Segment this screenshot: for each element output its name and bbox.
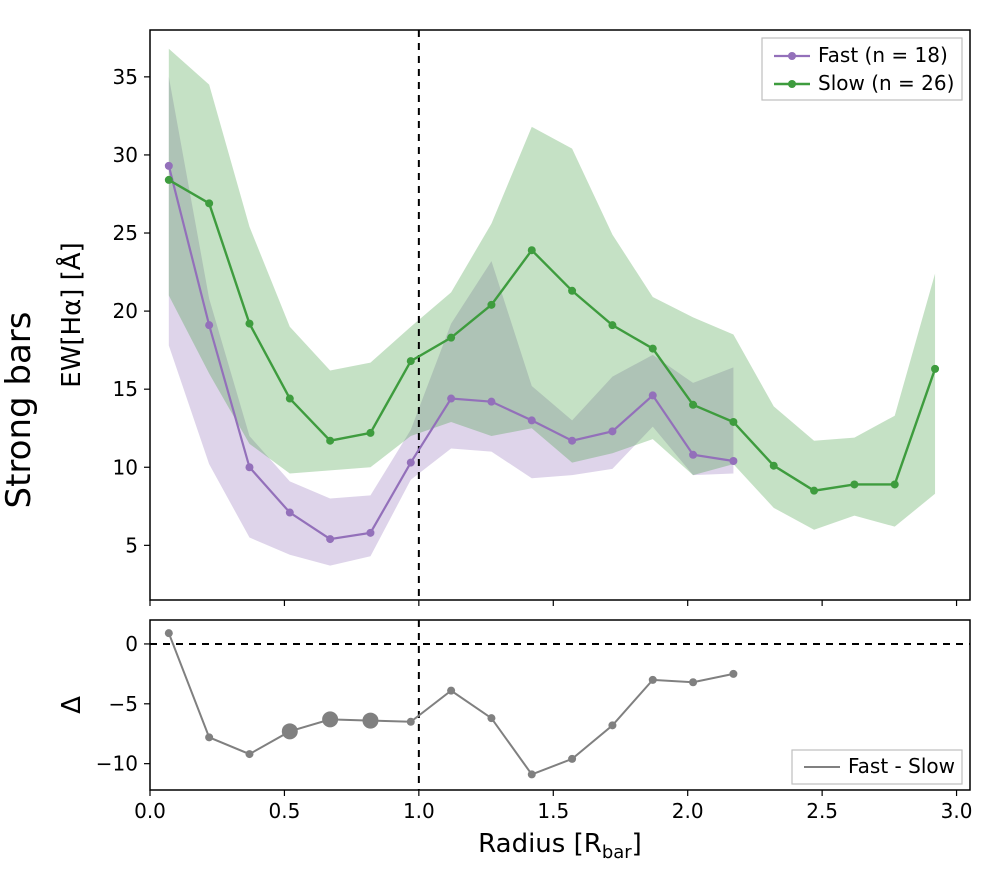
diff-marker (205, 733, 213, 741)
slow-marker (891, 480, 899, 488)
fast-marker (487, 398, 495, 406)
ytick-label: 25 (113, 221, 138, 245)
diff-marker (689, 678, 697, 686)
fast-marker (528, 416, 536, 424)
legend-item-label: Slow (n = 26) (818, 71, 954, 95)
ytick-label: 15 (113, 377, 138, 401)
fast-marker (205, 321, 213, 329)
slow-marker (729, 418, 737, 426)
slow-marker (326, 437, 334, 445)
ytick-label: −5 (109, 692, 138, 716)
diff-marker (362, 713, 378, 729)
slow-marker (447, 334, 455, 342)
diff-marker (245, 750, 253, 758)
slow-marker (205, 199, 213, 207)
ytick-label: 10 (113, 455, 138, 479)
diff-marker (322, 711, 338, 727)
slow-marker (850, 480, 858, 488)
xtick-label: 3.0 (941, 799, 973, 823)
ytick-label: 5 (125, 533, 138, 557)
fast-marker (407, 459, 415, 467)
fast-marker (245, 463, 253, 471)
top-panel-plot (165, 30, 939, 600)
ytick-label: 35 (113, 65, 138, 89)
slow-marker (165, 176, 173, 184)
diff-marker (608, 721, 616, 729)
side-title: Strong bars (0, 312, 39, 509)
diff-marker (282, 723, 298, 739)
fast-marker (649, 391, 657, 399)
slow-marker (487, 301, 495, 309)
diff-marker (407, 718, 415, 726)
slow-marker (770, 462, 778, 470)
diff-marker (165, 629, 173, 637)
fast-marker (326, 535, 334, 543)
top-ylabel: EW[Hα] [Å] (55, 242, 87, 387)
figure: 5 10 15 20 25 30 35 EW[Hα] [Å] Fast (n = 18) Slow… (0, 0, 1000, 870)
fast-marker (568, 437, 576, 445)
slow-marker (366, 429, 374, 437)
xtick-label: 2.0 (672, 799, 704, 823)
slow-marker (407, 357, 415, 365)
ytick-label: −10 (96, 752, 138, 776)
fast-marker (447, 395, 455, 403)
fast-marker (286, 509, 294, 517)
slow-marker (689, 401, 697, 409)
ytick-label: 20 (113, 299, 138, 323)
slow-marker (528, 246, 536, 254)
fast-marker (165, 162, 173, 170)
diff-marker (487, 714, 495, 722)
diff-marker (447, 687, 455, 695)
legend-item-label: Fast - Slow (848, 754, 955, 778)
xtick-label: 0.5 (269, 799, 301, 823)
xtick-label: 0.0 (134, 799, 166, 823)
fast-marker (366, 529, 374, 537)
bottom-xlabel: Radius [Rbar] (478, 829, 642, 863)
slow-marker (245, 320, 253, 328)
xtick-label: 1.5 (537, 799, 569, 823)
xtick-label: 1.0 (403, 799, 435, 823)
fast-marker (608, 427, 616, 435)
ytick-label: 0 (125, 632, 138, 656)
chart-svg: 5 10 15 20 25 30 35 EW[Hα] [Å] Fast (n = 18) Slow… (0, 0, 1000, 870)
diff-line (169, 633, 734, 774)
slow-marker (568, 287, 576, 295)
diff-marker (729, 670, 737, 678)
slow-marker (608, 321, 616, 329)
slow-marker (931, 365, 939, 373)
diff-marker (528, 770, 536, 778)
slow-marker (649, 345, 657, 353)
slow-marker (286, 395, 294, 403)
fast-marker (729, 457, 737, 465)
diff-marker (649, 676, 657, 684)
slow-marker (810, 487, 818, 495)
diff-marker (568, 755, 576, 763)
ytick-label: 30 (113, 143, 138, 167)
bottom-ylabel: Δ (57, 696, 87, 714)
xtick-label: 2.5 (806, 799, 838, 823)
fast-marker (689, 451, 697, 459)
legend-item-label: Fast (n = 18) (818, 43, 948, 67)
